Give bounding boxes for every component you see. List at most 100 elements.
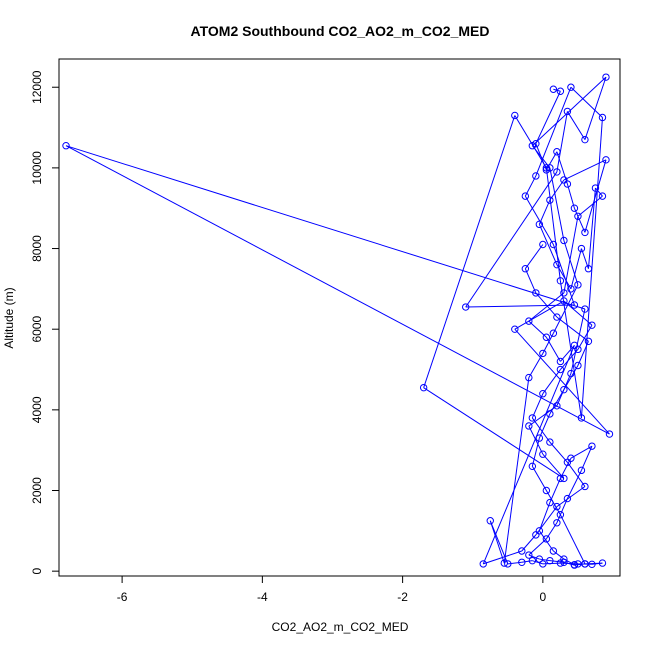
data-point xyxy=(567,285,575,293)
series-segment xyxy=(528,320,547,338)
series-points xyxy=(62,73,614,569)
data-point xyxy=(549,329,558,337)
data-point xyxy=(504,560,512,568)
data-point xyxy=(560,385,568,394)
series-segment xyxy=(465,304,575,308)
data-point xyxy=(556,474,565,483)
series-segment xyxy=(595,187,603,197)
x-tick-label: -2 xyxy=(397,590,408,604)
data-point xyxy=(570,561,579,569)
data-point xyxy=(539,450,547,458)
data-point xyxy=(567,83,575,91)
data-point xyxy=(546,438,554,446)
series-segment xyxy=(542,332,554,354)
data-point xyxy=(553,260,561,269)
series-segment xyxy=(542,369,561,395)
data-point xyxy=(532,289,540,297)
series-segment xyxy=(556,316,589,342)
data-point xyxy=(570,301,579,309)
series-segment xyxy=(65,145,610,435)
data-point xyxy=(546,164,554,172)
data-point xyxy=(563,107,572,116)
data-point xyxy=(500,559,508,567)
series-segment xyxy=(532,76,607,147)
data-point xyxy=(546,556,554,565)
data-point xyxy=(567,369,575,378)
series-segment xyxy=(549,560,564,563)
data-point xyxy=(598,113,607,122)
series-segment xyxy=(524,195,554,245)
data-point xyxy=(598,559,607,567)
series-segment xyxy=(577,324,593,350)
series-segment xyxy=(570,248,582,289)
data-point xyxy=(581,135,589,144)
data-point xyxy=(560,474,568,483)
series-segment xyxy=(531,437,540,467)
series-segment xyxy=(535,91,561,144)
data-point xyxy=(577,414,586,422)
x-axis: -6 -4 -2 0 xyxy=(117,576,547,604)
series-segment xyxy=(566,470,582,499)
x-tick-label: 0 xyxy=(540,590,547,604)
data-point xyxy=(598,192,607,200)
y-tick-label: 2000 xyxy=(30,477,44,504)
series-segment xyxy=(507,561,522,565)
series-segment xyxy=(514,115,547,169)
data-point xyxy=(553,313,561,321)
series-segment xyxy=(65,145,586,310)
series-segment xyxy=(514,328,610,435)
series-segment xyxy=(563,365,579,390)
data-point xyxy=(574,560,582,568)
data-point xyxy=(549,547,558,555)
data-point xyxy=(549,85,558,93)
series-segment xyxy=(559,280,582,418)
series-segment xyxy=(542,453,565,479)
data-point xyxy=(553,519,561,527)
series-segment xyxy=(538,413,551,439)
data-point xyxy=(556,277,565,285)
data-point xyxy=(419,383,428,392)
series-segment xyxy=(574,563,585,566)
data-point xyxy=(577,466,586,475)
data-point xyxy=(556,365,565,374)
series-segment xyxy=(524,175,537,197)
data-point xyxy=(560,555,568,563)
series-segment xyxy=(549,167,565,241)
data-point xyxy=(535,434,544,442)
data-point xyxy=(532,139,540,148)
series-segment xyxy=(531,466,547,491)
series-segment xyxy=(559,458,572,479)
data-point xyxy=(542,486,551,495)
data-point xyxy=(539,560,547,568)
data-point xyxy=(518,558,526,566)
series-segment xyxy=(482,345,575,565)
data-point xyxy=(528,142,537,150)
data-point xyxy=(542,166,551,174)
data-point xyxy=(581,228,589,237)
data-point xyxy=(556,357,565,366)
plot-frame xyxy=(58,58,621,577)
data-point xyxy=(574,212,582,220)
data-point xyxy=(539,240,547,249)
series-segment xyxy=(531,145,551,169)
series-segment xyxy=(566,111,586,140)
data-point xyxy=(553,148,561,156)
data-point xyxy=(546,410,554,418)
series-segment xyxy=(563,561,575,566)
data-point xyxy=(584,265,593,273)
data-point xyxy=(521,192,530,200)
data-point xyxy=(525,317,533,325)
data-point xyxy=(588,442,596,450)
data-point xyxy=(560,289,568,297)
series-segment xyxy=(587,188,596,269)
data-point xyxy=(525,373,533,382)
series-segment xyxy=(528,292,565,322)
series-segment xyxy=(552,244,575,306)
data-point xyxy=(535,555,544,563)
series-segment xyxy=(577,195,603,217)
series-lines xyxy=(65,76,610,566)
series-segment xyxy=(549,478,561,503)
series-segment xyxy=(538,199,551,225)
series-segment xyxy=(549,389,565,415)
series-segment xyxy=(553,550,565,560)
